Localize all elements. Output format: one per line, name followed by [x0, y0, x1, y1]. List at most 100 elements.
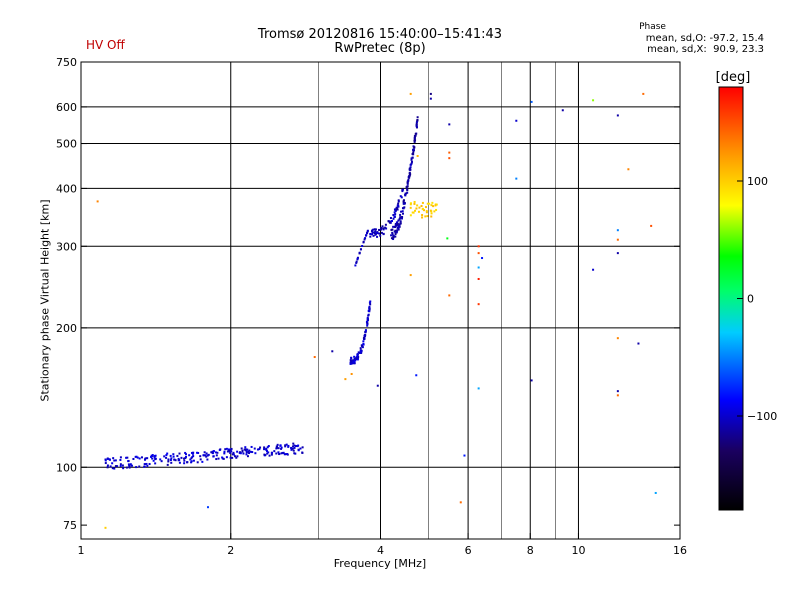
- data-point: [284, 444, 287, 447]
- data-point: [215, 454, 218, 457]
- data-point: [153, 456, 156, 459]
- data-point: [401, 188, 404, 191]
- data-point: [410, 160, 413, 163]
- data-point: [231, 456, 234, 459]
- data-point: [214, 451, 217, 454]
- hv-status-label: HV Off: [86, 38, 125, 52]
- data-point: [359, 248, 362, 251]
- data-point: [128, 464, 131, 467]
- data-point: [221, 456, 224, 459]
- data-point: [592, 99, 595, 102]
- y-tick-label: 600: [56, 101, 77, 114]
- data-point: [284, 445, 287, 448]
- data-point: [405, 186, 408, 189]
- data-point: [192, 451, 195, 454]
- data-point: [398, 225, 401, 228]
- data-point: [251, 451, 254, 454]
- data-point: [191, 456, 194, 459]
- data-point: [416, 119, 419, 122]
- data-point: [292, 449, 295, 452]
- data-point: [121, 464, 124, 467]
- data-point: [362, 338, 365, 341]
- data-point: [236, 455, 239, 458]
- data-point: [642, 92, 645, 95]
- data-point: [409, 206, 412, 209]
- data-point: [166, 463, 169, 466]
- data-point: [293, 446, 296, 449]
- data-point: [375, 231, 378, 234]
- data-point: [169, 459, 172, 462]
- data-point: [425, 211, 428, 214]
- data-point: [280, 446, 283, 449]
- data-point: [374, 233, 377, 236]
- data-point: [411, 156, 414, 159]
- data-point: [172, 453, 175, 456]
- data-point: [429, 92, 432, 95]
- data-point: [371, 231, 374, 234]
- data-point: [530, 379, 533, 382]
- data-point: [263, 446, 266, 449]
- data-point: [412, 149, 415, 152]
- x-tick-label: 6: [465, 544, 472, 557]
- data-point: [371, 229, 374, 232]
- data-point: [381, 225, 384, 228]
- data-point: [433, 210, 436, 213]
- data-point: [129, 463, 132, 466]
- data-point: [263, 448, 266, 451]
- data-point: [258, 448, 261, 451]
- data-point: [111, 467, 114, 470]
- data-point: [177, 457, 180, 460]
- data-point: [146, 464, 149, 467]
- data-point: [176, 454, 179, 457]
- data-point: [356, 356, 359, 359]
- data-point: [263, 453, 266, 456]
- data-point: [119, 456, 122, 459]
- data-point: [279, 444, 282, 447]
- data-point: [404, 192, 407, 195]
- data-point: [355, 260, 358, 263]
- data-point: [356, 257, 359, 260]
- phase-stats-title: Phase: [639, 22, 666, 32]
- data-point: [399, 213, 402, 216]
- data-point: [254, 452, 257, 455]
- data-point: [224, 448, 227, 451]
- x-tick-label: 10: [571, 544, 585, 557]
- data-point: [143, 463, 146, 466]
- data-point: [154, 454, 157, 457]
- data-point: [435, 208, 438, 211]
- data-point: [140, 456, 143, 459]
- colorbar-tick-label: 0: [747, 293, 754, 306]
- data-point: [358, 351, 361, 354]
- data-point: [226, 450, 229, 453]
- data-point: [106, 457, 109, 460]
- data-point: [148, 463, 151, 466]
- data-point: [408, 171, 411, 174]
- data-point: [259, 446, 262, 449]
- data-point: [401, 190, 404, 193]
- data-point: [113, 467, 116, 470]
- data-point: [415, 207, 418, 210]
- data-point: [205, 455, 208, 458]
- data-point: [219, 448, 222, 451]
- data-point: [369, 303, 372, 306]
- data-point: [384, 226, 387, 229]
- data-point: [266, 450, 269, 453]
- data-point: [189, 458, 192, 461]
- data-point: [169, 454, 172, 457]
- data-point: [119, 464, 122, 467]
- data-point: [292, 445, 295, 448]
- data-point: [356, 354, 359, 357]
- data-point: [390, 237, 393, 240]
- data-point: [399, 195, 402, 198]
- colorbar-tick-label: 100: [747, 175, 768, 188]
- data-point: [246, 455, 249, 458]
- data-point: [364, 237, 367, 240]
- data-point: [424, 215, 427, 218]
- data-point: [415, 122, 418, 125]
- data-point: [446, 237, 449, 240]
- data-point: [354, 357, 357, 360]
- data-point: [170, 457, 173, 460]
- data-point: [297, 449, 300, 452]
- data-point: [395, 230, 398, 233]
- data-point: [266, 446, 269, 449]
